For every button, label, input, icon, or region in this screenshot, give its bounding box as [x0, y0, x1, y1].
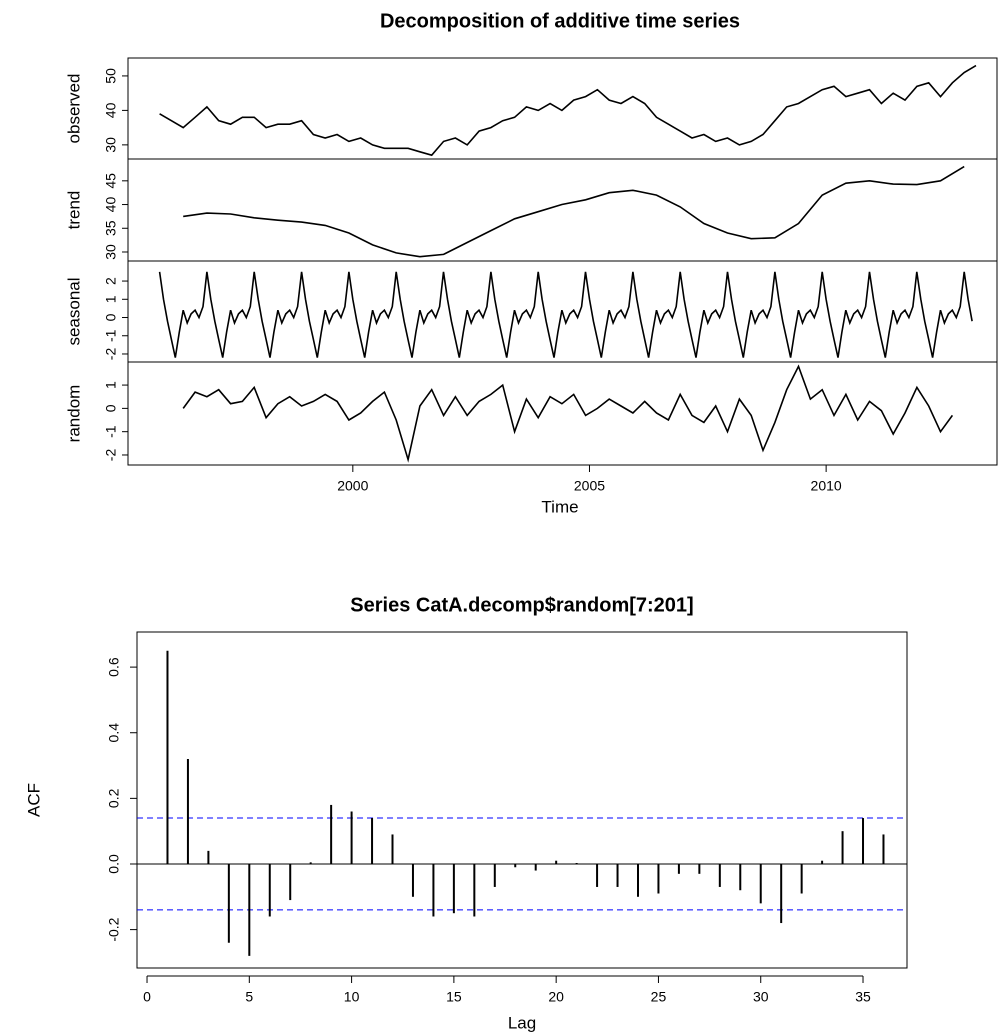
series-line	[182, 364, 954, 463]
x-tick-label: 10	[344, 989, 360, 1005]
y-axis-label: seasonal	[64, 277, 83, 345]
y-tick-label: -2	[103, 348, 119, 361]
y-tick-label: 0.6	[106, 657, 122, 677]
x-tick-label: 30	[753, 989, 769, 1005]
x-tick-label: 25	[651, 989, 667, 1005]
y-axis-label: observed	[64, 74, 83, 144]
series-line	[183, 165, 965, 258]
x-tick-label: 15	[446, 989, 462, 1005]
x-axis-label: Time	[541, 497, 578, 516]
y-tick-label: 45	[103, 173, 119, 189]
chart-title: Series CatA.decomp$random[7:201]	[350, 594, 693, 616]
x-tick-label: 0	[143, 989, 151, 1005]
y-tick-label: 0.2	[106, 788, 122, 808]
series-line	[159, 64, 977, 157]
y-tick-label: -1	[103, 329, 119, 342]
x-tick-label: 20	[548, 989, 564, 1005]
x-axis-label: Lag	[508, 1013, 536, 1032]
y-axis-label: ACF	[24, 783, 43, 817]
y-axis-label: trend	[64, 191, 83, 230]
y-tick-label: -1	[103, 425, 119, 438]
x-tick-label: 2010	[811, 478, 842, 494]
panel-frame	[127, 158, 998, 262]
y-axis-label: random	[64, 385, 83, 443]
y-tick-label: 1	[103, 381, 119, 389]
chart-title: Decomposition of additive time series	[380, 10, 740, 32]
y-tick-label: 0.0	[106, 854, 122, 874]
y-tick-label: 0	[103, 313, 119, 321]
panel-frame	[127, 361, 998, 466]
y-tick-label: 0	[103, 404, 119, 412]
y-tick-label: 30	[103, 244, 119, 260]
x-tick-label: 2000	[337, 478, 368, 494]
plot-frame	[136, 631, 908, 969]
y-tick-label: 40	[103, 197, 119, 213]
x-tick-label: 2005	[574, 478, 605, 494]
y-tick-label: 2	[103, 277, 119, 285]
y-tick-label: 1	[103, 295, 119, 303]
series-line	[158, 271, 973, 358]
y-tick-label: -2	[103, 449, 119, 462]
x-tick-label: 5	[245, 989, 253, 1005]
y-tick-label: -0.2	[106, 917, 122, 941]
y-tick-label: 40	[103, 102, 119, 118]
y-tick-label: 0.4	[106, 723, 122, 743]
y-tick-label: 35	[103, 220, 119, 236]
panel-frame	[127, 57, 998, 160]
y-tick-label: 30	[103, 137, 119, 153]
x-tick-label: 35	[855, 989, 871, 1005]
y-tick-label: 50	[103, 68, 119, 84]
